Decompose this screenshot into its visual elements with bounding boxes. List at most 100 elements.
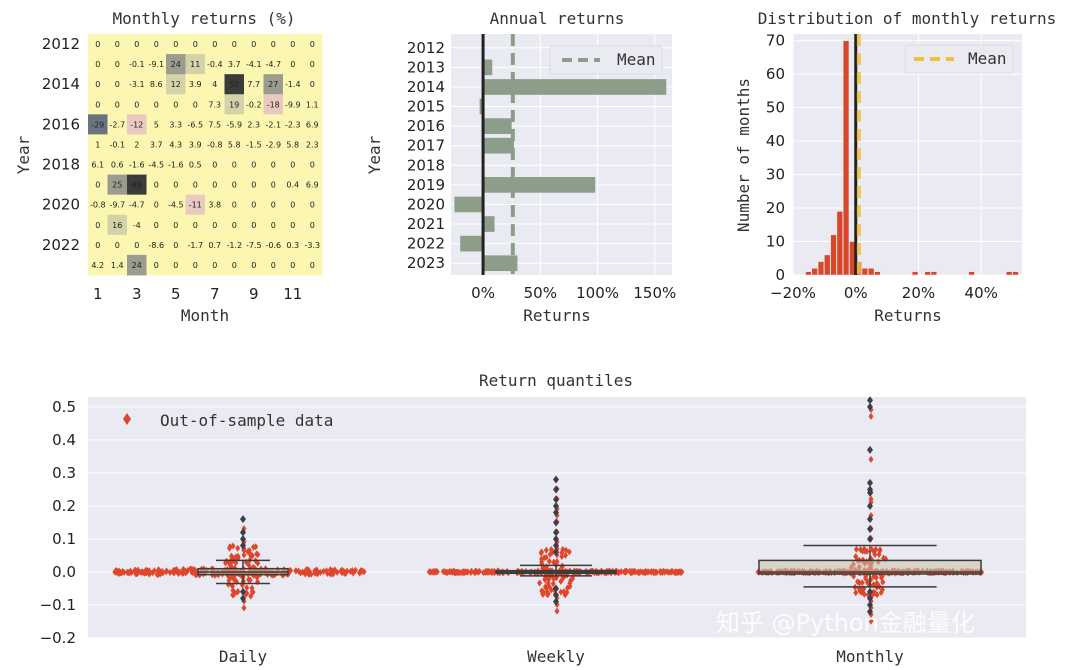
heatmap-cell [224, 54, 245, 75]
heatmap-cell [205, 234, 225, 256]
annual-returns-y-tick-label: 2016 [407, 117, 445, 135]
heatmap-cell [263, 94, 284, 115]
heatmap-cell-label: 0 [95, 181, 100, 190]
quantiles-outlier [867, 488, 873, 497]
heatmap-cell-label: 0 [251, 181, 256, 190]
heatmap-cell-label: 6.9 [306, 181, 319, 190]
heatmap-cell [88, 74, 108, 95]
quantiles-outlier [553, 534, 559, 543]
quantiles-point [248, 592, 254, 600]
quantiles-point [468, 567, 474, 575]
quantiles-point [459, 568, 465, 576]
heatmap-cell-label: 0 [310, 221, 315, 230]
distribution-bar [911, 271, 919, 276]
heatmap-cell [88, 194, 108, 216]
heatmap-cell-label: 3.3 [169, 120, 182, 129]
heatmap-cell [146, 94, 167, 115]
heatmap-cell-label: -4 [133, 221, 141, 230]
heatmap-cell [107, 134, 128, 155]
annual-returns-y-tick-label: 2018 [407, 156, 445, 174]
heatmap-cell-label: 5 [154, 120, 159, 129]
heatmap-x-tick-label: 11 [283, 285, 302, 303]
heatmap-cell [127, 94, 147, 115]
heatmap-cell-label: 2 [134, 140, 139, 149]
heatmap-cell [283, 94, 303, 115]
heatmap-cell [302, 174, 323, 196]
quantiles-point [434, 568, 440, 576]
heatmap-cell-label: 0.5 [189, 161, 202, 170]
heatmap-cell [127, 34, 147, 55]
quantiles-point [231, 575, 237, 583]
heatmap-cell-label: 0 [232, 40, 237, 49]
quantiles-point [662, 568, 668, 576]
distribution-y-tick-label: 60 [766, 65, 785, 83]
quantiles-point [138, 568, 144, 576]
annual-returns-x-tick-label: 100% [576, 284, 619, 302]
heatmap-cell [302, 254, 323, 276]
heatmap-cell-label: 2.3 [247, 120, 260, 129]
heatmap-y-tick-label: 2014 [42, 75, 80, 93]
heatmap-cell [302, 94, 323, 115]
quantiles-outlier [553, 584, 559, 593]
distribution-bar [805, 271, 812, 276]
heatmap-cell-label: 0 [193, 100, 198, 109]
heatmap-cell [224, 234, 245, 256]
heatmap-cell [127, 114, 147, 135]
heatmap-cell [88, 174, 108, 196]
quantiles-title: Return quantiles [479, 371, 633, 390]
heatmap-cell-label: -0.1 [109, 140, 125, 149]
heatmap-cell [107, 174, 128, 196]
quantiles-point [562, 591, 568, 599]
heatmap-cell [244, 54, 264, 75]
heatmap-cell-label: -8.6 [148, 241, 164, 250]
quantiles-point [235, 544, 241, 552]
distribution-bar [817, 261, 825, 276]
heatmap-cell-label: 0 [154, 40, 159, 49]
heatmap-cell-label: -12 [130, 120, 143, 129]
heatmap-cell [205, 114, 225, 135]
heatmap-cell [107, 194, 128, 216]
heatmap-cell-label: -1.5 [246, 140, 262, 149]
heatmap-cell [283, 234, 303, 256]
heatmap-cell-label: 0 [115, 80, 120, 89]
quantiles-outlier [867, 445, 873, 454]
quantiles-outlier [553, 475, 559, 484]
annual-returns-bar [483, 177, 596, 193]
heatmap-x-ticks: 1 3 5 7 9 11 [93, 285, 302, 303]
quantiles-point [668, 568, 674, 576]
quantiles-point [567, 579, 573, 587]
heatmap-y-tick-label: 2018 [42, 156, 80, 174]
quantiles-outlier [553, 528, 559, 537]
heatmap-cell-label: 1.1 [306, 100, 319, 109]
watermark: 知乎 @Python金融量化 [716, 609, 975, 637]
heatmap-cell-label: 0 [271, 181, 276, 190]
heatmap-cell-label: -4.1 [246, 60, 262, 69]
distribution-bar [842, 40, 850, 276]
heatmap-cell [88, 234, 108, 256]
heatmap-cell [283, 214, 303, 236]
distribution-y-tick-label: 10 [766, 233, 785, 251]
heatmap-x-tick-label: 9 [249, 285, 259, 303]
heatmap-cell [263, 74, 284, 95]
heatmap-cell-label: 5.8 [286, 140, 299, 149]
heatmap-x-tick-label: 5 [171, 285, 181, 303]
annual-returns-y-tick-label: 2012 [407, 39, 445, 57]
annual-returns-title: Annual returns [490, 9, 625, 28]
heatmap-x-tick-label: 3 [132, 285, 142, 303]
heatmap-cell-label: 0 [290, 161, 295, 170]
heatmap-cell [302, 134, 323, 155]
distribution-x-tick-label: 20% [902, 284, 935, 302]
quantiles-y-tick-label: 0.5 [52, 398, 76, 416]
heatmap-cell [107, 54, 128, 75]
quantiles-outlier [553, 597, 559, 606]
heatmap-cell-label: 0 [193, 40, 198, 49]
heatmap-cell-label: -5.9 [226, 120, 242, 129]
heatmap-cell-label: -0.2 [246, 100, 262, 109]
heatmap-cell [244, 234, 264, 256]
quantiles-point [554, 558, 560, 566]
heatmap-cell-label: 0 [95, 60, 100, 69]
heatmap-cell-label: -4.7 [129, 201, 145, 210]
quantiles-point [159, 567, 165, 575]
quantiles-point [327, 570, 333, 578]
annual-returns-x-tick-label: 0% [471, 284, 495, 302]
